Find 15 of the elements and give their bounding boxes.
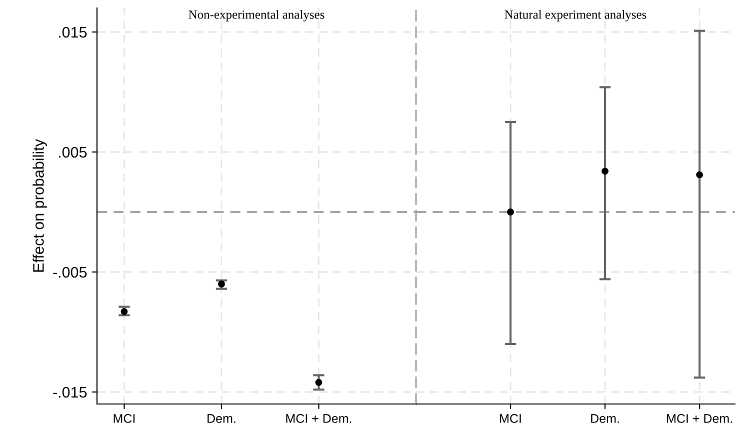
x-tick-label: Dem. [591,414,619,423]
x-tick-label: MCI + Dem. [286,414,352,423]
point [120,308,128,316]
y-tick-label: -.015 [53,386,87,398]
point [315,378,322,386]
y-axis-title: Effect on probability [32,139,47,272]
chart-title: Non-experimental analyses [188,10,324,22]
y-tick-label: -.005 [53,266,87,278]
y-tick-label: .005 [58,146,87,158]
x-tick-label: MCI + Dem. [667,414,732,423]
x-tick-label: Dem. [208,414,236,423]
chart-title: Natural experiment analyses [504,10,646,22]
y-tick-label: .015 [58,26,87,38]
x-tick-label: MCI [500,414,521,423]
x-tick-label: MCI [114,414,135,423]
